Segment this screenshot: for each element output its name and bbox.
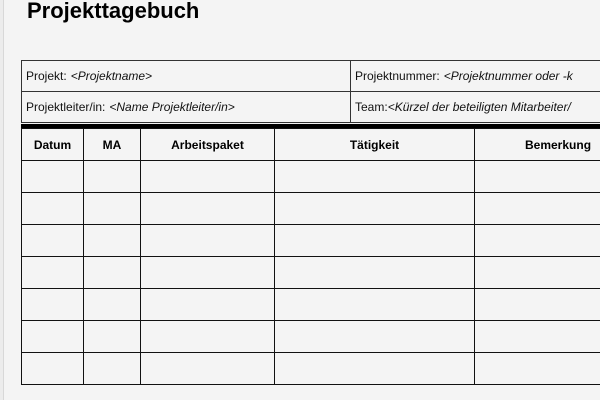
column-header-taetigkeit: Tätigkeit: [274, 128, 475, 161]
table-cell[interactable]: [21, 224, 84, 257]
project-value: <Projektname>: [70, 69, 153, 83]
table-row: [21, 320, 600, 353]
table-cell[interactable]: [83, 192, 141, 225]
table-cell[interactable]: [83, 160, 141, 193]
column-header-datum: Datum: [21, 128, 84, 161]
project-info-table: Projekt: <Projektname> Projektnummer: <Pro…: [21, 60, 600, 123]
table-cell[interactable]: [274, 160, 475, 193]
table-cell[interactable]: [21, 256, 84, 289]
table-cell[interactable]: [274, 192, 475, 225]
page-edge: [0, 0, 4, 400]
team-label: Team:: [355, 100, 388, 114]
table-cell[interactable]: [474, 352, 600, 385]
column-header-bemerkung: Bemerkung: [474, 128, 600, 161]
table-cell[interactable]: [83, 288, 141, 321]
table-cell[interactable]: [274, 352, 475, 385]
table-cell[interactable]: [140, 192, 275, 225]
team-value: <Kürzel der beteiligten Mitarbeiter/: [387, 100, 571, 114]
project-leader-value: <Name Projektleiter/in>: [109, 100, 235, 114]
table-cell[interactable]: [274, 288, 475, 321]
table-cell[interactable]: [140, 160, 275, 193]
table-cell[interactable]: [21, 320, 84, 353]
table-row: [21, 160, 600, 193]
project-label: Projekt:: [26, 69, 67, 83]
table-cell[interactable]: [83, 224, 141, 257]
table-cell[interactable]: [474, 160, 600, 193]
table-cell[interactable]: [140, 352, 275, 385]
table-cell[interactable]: [83, 320, 141, 353]
table-row: [21, 288, 600, 321]
table-cell[interactable]: [274, 224, 475, 257]
column-header-ma: MA: [83, 128, 141, 161]
table-cell[interactable]: [83, 352, 141, 385]
table-row: [21, 192, 600, 225]
project-number-field[interactable]: Projektnummer: <Projektnummer oder -k: [350, 60, 600, 92]
project-number-value: <Projektnummer oder -k: [443, 69, 573, 83]
table-cell[interactable]: [474, 192, 600, 225]
table-cell[interactable]: [474, 288, 600, 321]
table-cell[interactable]: [140, 320, 275, 353]
journal-table: Datum MA Arbeitspaket Tätigkeit Bemerkun…: [21, 128, 600, 385]
project-leader-label: Projektleiter/in:: [26, 100, 106, 114]
divider: [21, 124, 600, 128]
team-field[interactable]: Team:<Kürzel der beteiligten Mitarbeiter…: [350, 91, 600, 123]
table-cell[interactable]: [474, 320, 600, 353]
table-cell[interactable]: [274, 320, 475, 353]
project-number-label: Projektnummer:: [355, 69, 440, 83]
table-cell[interactable]: [140, 288, 275, 321]
table-cell[interactable]: [274, 256, 475, 289]
column-header-arbeitspaket: Arbeitspaket: [140, 128, 275, 161]
table-cell[interactable]: [474, 256, 600, 289]
table-row: [21, 352, 600, 385]
project-field[interactable]: Projekt: <Projektname>: [21, 60, 351, 92]
table-cell[interactable]: [474, 224, 600, 257]
table-cell[interactable]: [21, 352, 84, 385]
table-cell[interactable]: [140, 224, 275, 257]
table-row: [21, 224, 600, 257]
table-cell[interactable]: [21, 192, 84, 225]
table-cell[interactable]: [83, 256, 141, 289]
project-leader-field[interactable]: Projektleiter/in: <Name Projektleiter/in>: [21, 91, 351, 123]
table-cell[interactable]: [140, 256, 275, 289]
table-row: [21, 256, 600, 289]
page-title: Projekttagebuch: [27, 0, 200, 23]
table-cell[interactable]: [21, 288, 84, 321]
table-cell[interactable]: [21, 160, 84, 193]
